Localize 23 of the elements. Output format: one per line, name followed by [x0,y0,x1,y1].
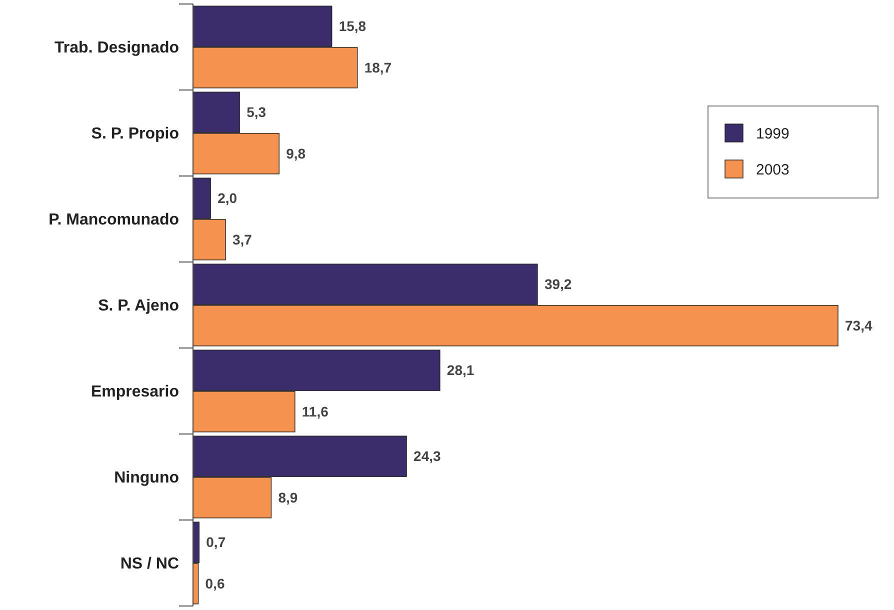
data-label: 24,3 [414,448,441,464]
data-label: 73,4 [845,318,872,334]
legend-label: 1999 [756,125,790,142]
data-label: 15,8 [338,18,366,34]
y-tick-label: S. P. Propio [91,126,180,143]
data-label: 0,6 [205,576,225,592]
data-label: 28,1 [446,362,474,378]
y-tick-label: P. Mancomunado [48,212,180,229]
y-tick-label: Ninguno [114,470,180,487]
data-label: 9,8 [286,146,306,162]
y-tick-label: NS / NC [120,556,180,573]
y-tick-label: Empresario [90,384,180,401]
data-label: 0,7 [206,534,226,550]
y-tick-label: Trab. Designado [54,40,180,57]
y-tick-label: S. P. Ajeno [98,298,180,315]
data-label: 39,2 [544,276,572,292]
data-label: 8,9 [278,490,298,506]
data-label: 11,6 [302,404,329,420]
data-label: 18,7 [364,60,392,76]
data-label: 3,7 [232,232,252,248]
legend-label: 2003 [756,161,790,178]
data-label: 5,3 [246,104,266,120]
data-label: 2,0 [218,190,238,206]
